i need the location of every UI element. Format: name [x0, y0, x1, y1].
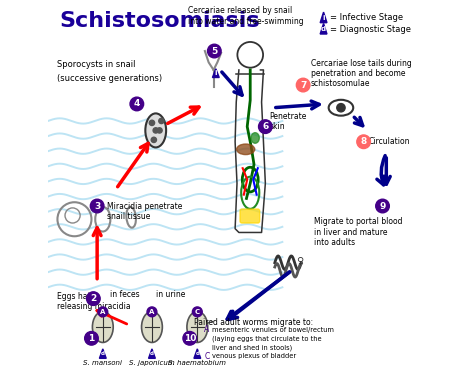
Text: A: A: [100, 309, 106, 315]
Text: d: d: [101, 351, 105, 356]
Text: Migrate to portal blood: Migrate to portal blood: [314, 217, 403, 226]
Circle shape: [153, 128, 158, 133]
Circle shape: [85, 332, 98, 345]
Text: venous plexus of bladder: venous plexus of bladder: [212, 353, 297, 359]
Text: Cercariae released by snail: Cercariae released by snail: [188, 6, 292, 15]
Text: d: d: [321, 26, 326, 32]
Polygon shape: [320, 23, 327, 34]
Text: 7: 7: [300, 81, 306, 90]
Ellipse shape: [237, 144, 255, 155]
Circle shape: [376, 199, 389, 213]
Ellipse shape: [92, 311, 113, 342]
Text: S. japonicum: S. japonicum: [129, 360, 175, 366]
Text: releasing miracidia: releasing miracidia: [57, 302, 131, 311]
Circle shape: [151, 137, 156, 143]
Ellipse shape: [187, 311, 208, 342]
Text: 8: 8: [361, 137, 367, 146]
Text: penetration and become: penetration and become: [311, 69, 405, 78]
Text: Eggs hatch: Eggs hatch: [57, 292, 100, 301]
Text: = Infective Stage: = Infective Stage: [329, 13, 403, 22]
Circle shape: [147, 307, 157, 317]
Text: = Diagnostic Stage: = Diagnostic Stage: [329, 25, 410, 34]
Circle shape: [91, 199, 104, 213]
Ellipse shape: [328, 100, 353, 116]
Circle shape: [149, 120, 155, 125]
Circle shape: [258, 120, 272, 133]
Circle shape: [87, 292, 100, 305]
Text: d: d: [150, 351, 154, 356]
Text: Miracidia penetrate: Miracidia penetrate: [107, 202, 182, 211]
Text: A: A: [204, 325, 210, 334]
Ellipse shape: [146, 113, 166, 147]
Circle shape: [130, 97, 144, 111]
Circle shape: [357, 135, 371, 149]
Text: in feces: in feces: [109, 290, 139, 299]
Text: 2: 2: [90, 294, 97, 303]
Circle shape: [183, 332, 197, 345]
Text: S. haematobium: S. haematobium: [168, 360, 226, 366]
Text: 10: 10: [183, 334, 196, 343]
Text: Penetrate: Penetrate: [269, 112, 307, 121]
Polygon shape: [212, 69, 219, 77]
Text: liver and shed in stools): liver and shed in stools): [212, 344, 292, 351]
Text: 4: 4: [134, 99, 140, 108]
Text: in urine: in urine: [156, 290, 185, 299]
Polygon shape: [148, 349, 155, 358]
Circle shape: [98, 307, 108, 317]
Text: Circulation: Circulation: [369, 137, 410, 146]
Text: ♀: ♀: [296, 256, 303, 266]
Circle shape: [159, 118, 164, 124]
Text: i: i: [322, 15, 325, 21]
Text: i: i: [215, 70, 217, 76]
Text: Paired adult worms migrate to:: Paired adult worms migrate to:: [193, 318, 313, 327]
Text: C: C: [195, 309, 200, 315]
Text: schistosomulae: schistosomulae: [311, 79, 370, 88]
FancyBboxPatch shape: [240, 209, 260, 223]
Text: 6: 6: [262, 122, 268, 131]
Text: Cercariae lose tails during: Cercariae lose tails during: [311, 59, 411, 68]
Circle shape: [337, 104, 345, 112]
Text: skin: skin: [269, 122, 285, 131]
Text: d: d: [195, 351, 199, 356]
Polygon shape: [194, 349, 201, 358]
Text: in liver and mature: in liver and mature: [314, 228, 388, 237]
Text: (laying eggs that circulate to the: (laying eggs that circulate to the: [212, 336, 322, 342]
Ellipse shape: [142, 311, 162, 342]
Text: (successive generations): (successive generations): [57, 74, 163, 83]
Text: snail tissue: snail tissue: [107, 212, 150, 222]
Text: A: A: [149, 309, 155, 315]
Polygon shape: [320, 12, 327, 23]
Text: Schistosomiasis: Schistosomiasis: [59, 11, 260, 31]
Ellipse shape: [251, 133, 259, 143]
Text: 1: 1: [88, 334, 95, 343]
Circle shape: [192, 307, 202, 317]
Text: 3: 3: [94, 201, 100, 211]
Text: 9: 9: [379, 201, 386, 211]
Text: S. mansoni: S. mansoni: [83, 360, 122, 366]
Circle shape: [208, 44, 221, 58]
Text: Sporocysts in snail: Sporocysts in snail: [57, 60, 136, 70]
Text: into water and free-swimming: into water and free-swimming: [188, 17, 303, 26]
Text: mesenteric venules of bowel/rectum: mesenteric venules of bowel/rectum: [212, 327, 334, 333]
Text: into adults: into adults: [314, 238, 356, 247]
Circle shape: [157, 128, 162, 133]
Text: 5: 5: [211, 46, 218, 56]
Text: C: C: [204, 352, 210, 361]
Circle shape: [296, 78, 310, 92]
Polygon shape: [100, 349, 106, 358]
